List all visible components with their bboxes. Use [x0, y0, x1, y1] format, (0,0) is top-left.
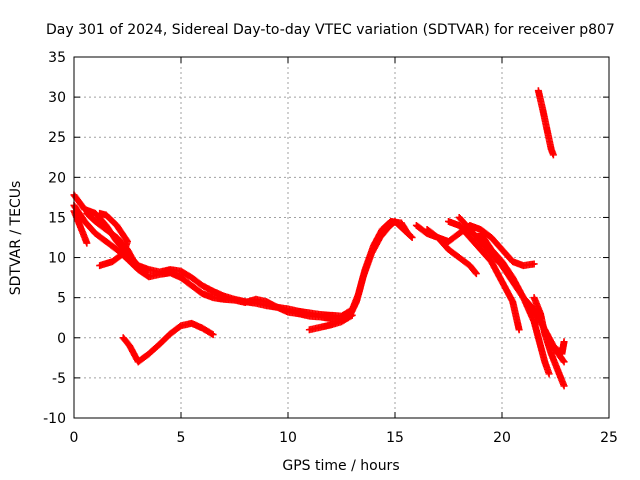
data-point: [549, 151, 557, 159]
series-track-10: [445, 217, 523, 334]
data-point: [515, 326, 523, 334]
x-tick-label: 20: [493, 430, 511, 446]
y-axis-label: SDTVAR / TECUs: [8, 181, 24, 296]
y-tick-label: 5: [57, 291, 66, 307]
data-point: [559, 357, 567, 365]
x-axis-label: GPS time / hours: [282, 458, 399, 474]
y-tick-label: 10: [48, 251, 66, 267]
data-point: [472, 270, 480, 278]
series-track-6: [119, 319, 217, 366]
y-tick-label: 20: [48, 170, 66, 186]
y-tick-label: 0: [57, 331, 66, 347]
series-track-12: [477, 229, 553, 378]
chart-title: Day 301 of 2024, Sidereal Day-to-day VTE…: [46, 22, 615, 38]
x-tick-label: 5: [177, 430, 186, 446]
data-point: [471, 268, 479, 276]
data-point: [347, 312, 355, 320]
y-tick-label: 25: [48, 130, 66, 146]
data-point: [408, 234, 416, 241]
grid-lines: [74, 57, 609, 418]
data-point: [208, 330, 216, 338]
series-track-14: [547, 338, 568, 358]
series-track-9: [423, 225, 480, 278]
x-tick-label: 0: [70, 430, 79, 446]
y-tick-label: 35: [48, 50, 66, 66]
series-track-4: [83, 209, 138, 266]
series-track-3: [70, 207, 91, 247]
data-point: [83, 239, 91, 247]
data-point: [560, 382, 568, 390]
data-point: [407, 232, 415, 240]
x-tick-label: 25: [600, 430, 618, 446]
data-point: [96, 262, 104, 270]
data-point: [209, 331, 217, 339]
plot-frame: [73, 56, 610, 419]
plot-area: [70, 87, 568, 390]
series-track-5: [96, 209, 131, 270]
series-track-2: [70, 201, 416, 323]
data-point: [560, 358, 568, 366]
series-track-15: [534, 87, 557, 159]
x-tick-label: 15: [386, 430, 404, 446]
y-tick-label: 15: [48, 210, 66, 226]
series-track-13: [530, 294, 568, 390]
series-track-7: [305, 311, 356, 334]
x-tick-label: 10: [279, 430, 297, 446]
y-tick-label: -10: [43, 411, 66, 427]
data-point: [130, 258, 138, 266]
data-point: [348, 311, 356, 319]
data-point: [530, 260, 538, 268]
data-point: [560, 338, 568, 346]
y-tick-label: -5: [52, 371, 66, 387]
data-point: [545, 370, 553, 378]
y-tick-label: 30: [48, 90, 66, 106]
